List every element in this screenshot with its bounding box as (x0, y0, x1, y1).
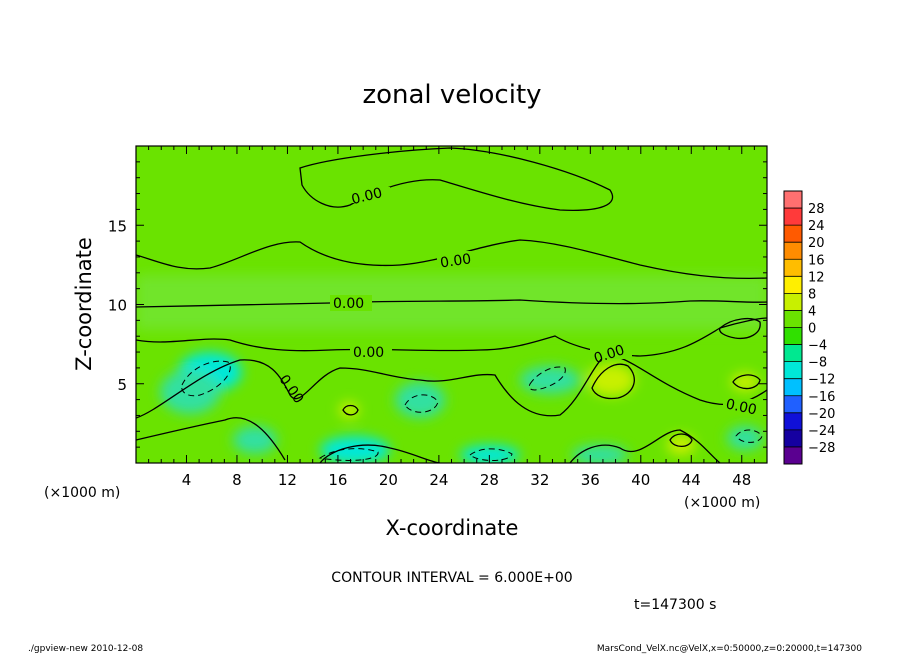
contour-line (136, 239, 767, 280)
contour-line (342, 404, 359, 416)
contour-labels: 0.00 0.00 0.00 0.00 0.00 0.00 0.00 (275, 185, 765, 419)
contour-field: 0.00 0.00 0.00 0.00 0.00 0.00 0.00 (136, 146, 767, 463)
colorbar-swatch (784, 446, 802, 465)
contour-line (528, 366, 566, 391)
colorbar-swatch (784, 259, 802, 277)
colorbar-swatch (784, 361, 802, 380)
x-tick-label: 36 (581, 471, 600, 489)
colorbar-label: 28 (808, 202, 825, 217)
colorbar-label: 8 (808, 287, 816, 302)
x-tick-label: 28 (480, 471, 499, 489)
time-label: t=147300 s (634, 597, 716, 613)
y-axis-label: Z-coordinate (72, 237, 96, 371)
x-tick-label: 20 (379, 471, 398, 489)
colorbar-swatch (784, 395, 802, 414)
contour-line (718, 317, 761, 340)
y-unit-label: (×1000 m) (684, 495, 760, 511)
contour-line (136, 354, 767, 419)
colorbar-swatch (784, 293, 802, 311)
contour-line (136, 317, 767, 357)
colorbar-swatch (784, 242, 802, 260)
x-tick-label: 16 (328, 471, 347, 489)
contour-line (136, 417, 721, 463)
contour-label: 0.00 (333, 296, 364, 312)
contour-line (591, 363, 635, 400)
y-tick-label: 15 (108, 217, 127, 235)
contour-label: 0.00 (350, 185, 384, 208)
colorbar-swatch (784, 310, 802, 328)
contour-line (732, 374, 761, 390)
colorbar-label: 16 (808, 253, 825, 268)
colorbar-label: 24 (808, 219, 825, 234)
y-axis: 5 10 15 (108, 145, 767, 464)
x-tick-label: 40 (631, 471, 650, 489)
colorbar-label: 4 (808, 304, 816, 319)
colorbar-swatch (784, 327, 802, 345)
contour-label: 0.00 (439, 251, 472, 271)
colorbar-swatch (784, 208, 802, 226)
colorbar: 28 24 20 16 12 8 4 0 −4 −8 −12 −16 −20 −24 −28 (783, 190, 835, 465)
colorbar-swatch (784, 276, 802, 294)
colorbar-swatch (784, 412, 802, 431)
contour-line (469, 448, 513, 461)
footer-left: ./gpview-new 2010-12-08 (28, 644, 143, 654)
chart-title: zonal velocity (362, 80, 541, 110)
colorbar-label: −4 (808, 339, 827, 354)
x-tick-label: 32 (530, 471, 549, 489)
x-tick-label: 8 (232, 471, 242, 489)
x-axis-label: X-coordinate (386, 516, 519, 540)
colorbar-swatch (784, 225, 802, 243)
contour-label: 0.00 (353, 345, 384, 361)
y-tick-label: 10 (108, 297, 127, 315)
colorbar-swatch (784, 429, 802, 448)
colorbar-swatch (784, 191, 802, 209)
colorbar-label: 0 (808, 322, 816, 337)
colorbar-label: −8 (808, 356, 827, 371)
colorbar-label: −12 (808, 373, 835, 388)
contour-interval-text: CONTOUR INTERVAL = 6.000E+00 (331, 570, 572, 586)
footer-right: MarsCond_VelX.nc@VelX,x=0:50000,z=0:2000… (597, 644, 862, 654)
x-tick-label: 24 (429, 471, 448, 489)
x-axis: 4 8 12 16 20 24 28 32 36 40 44 48 (135, 146, 768, 489)
contour-line (136, 299, 767, 308)
y-tick-label: 5 (117, 376, 127, 394)
colorbar-swatch (784, 344, 802, 363)
colorbar-label: −16 (808, 390, 835, 405)
colorbar-label: −24 (808, 424, 835, 439)
x-tick-label: 44 (682, 471, 701, 489)
contour-line (669, 433, 693, 448)
contour-line (404, 394, 439, 413)
contour-line (181, 360, 231, 397)
colorbar-label: −28 (808, 441, 835, 456)
x-tick-label: 4 (182, 471, 192, 489)
x-unit-label: (×1000 m) (44, 485, 120, 501)
colorbar-swatch (784, 378, 802, 397)
x-tick-label: 12 (278, 471, 297, 489)
colorbar-label: −20 (808, 407, 835, 422)
colorbar-label: 12 (808, 270, 825, 285)
contour-label: 0.00 (724, 396, 758, 418)
colorbar-label: 20 (808, 236, 825, 251)
contour-line (735, 429, 763, 443)
x-tick-label: 48 (732, 471, 751, 489)
